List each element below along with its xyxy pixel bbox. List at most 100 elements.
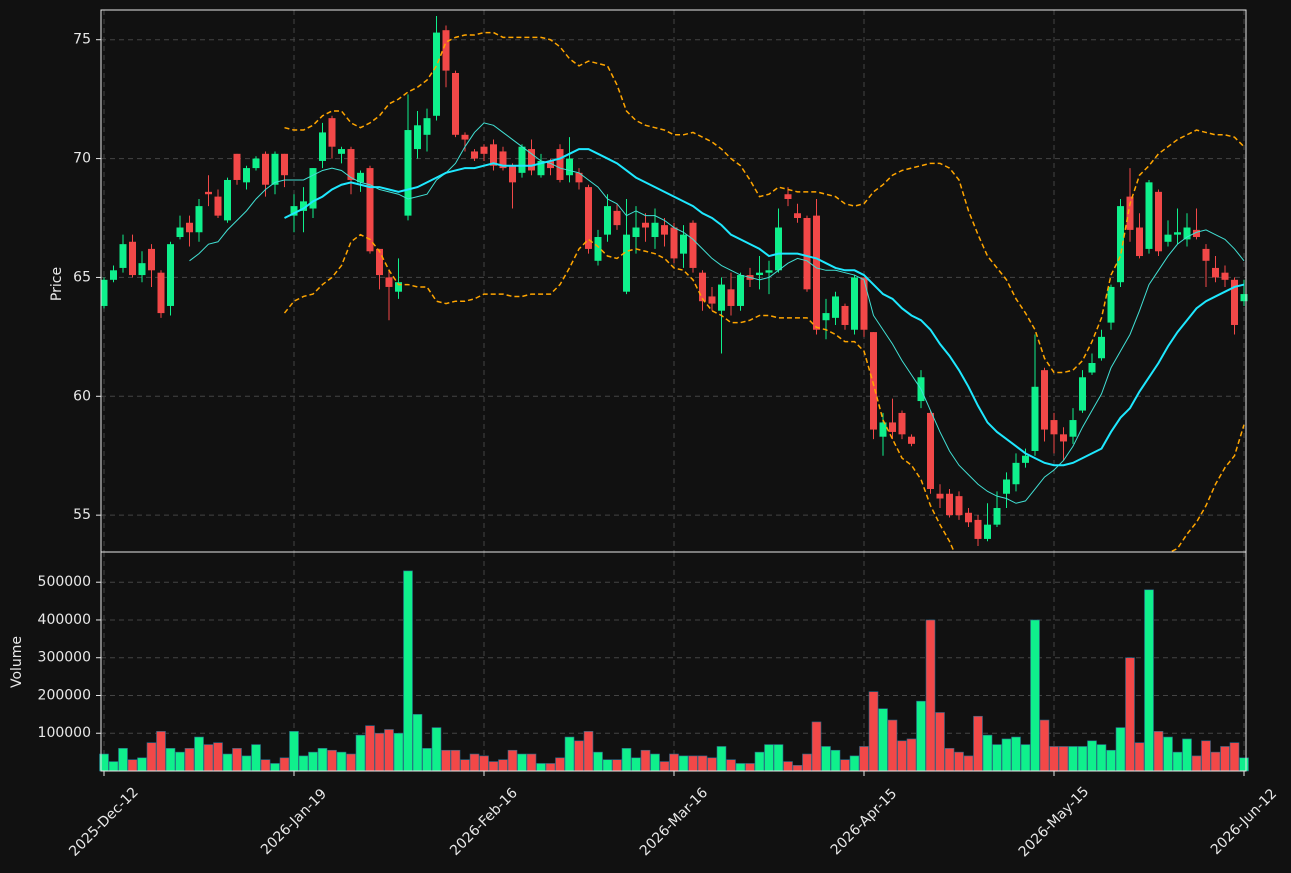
candle-body [1221,272,1229,280]
volume-bar [1039,719,1050,772]
volume-bar [897,740,907,772]
volume-bar [1068,746,1078,772]
volume-bar [944,748,955,772]
volume-bar [327,749,337,772]
candle-body [110,270,117,280]
candle-body [955,496,963,516]
volume-bar [156,731,166,772]
volume-bar [298,755,309,772]
volume-bar [165,748,176,772]
volume-bar [498,759,508,772]
volume-bar [925,619,936,772]
candle-body [252,158,260,169]
candle-body [138,263,146,276]
volume-tick-label: 100000 [38,725,91,741]
candle-body [148,248,155,271]
volume-bar [916,700,926,772]
volume-tick-label: 400000 [38,612,91,628]
volume-bar [384,729,394,772]
volume-bar [317,748,328,772]
volume-bar [469,753,480,772]
candle-body [832,296,839,318]
volume-bar [118,748,128,772]
volume-bar [1182,738,1192,772]
candle-body [889,422,896,432]
volume-bar [232,748,242,772]
volume-bar [792,765,803,772]
volume-bar [992,744,1002,772]
candle-body [404,130,412,216]
volume-bar [640,749,651,772]
candle-body [680,234,687,254]
candle-body [414,125,421,150]
volume-bar [1191,755,1202,772]
volume-bar [754,751,765,772]
candle-body [632,227,640,238]
candle-body [214,196,222,216]
candle-body [518,146,526,173]
candle-body [167,244,174,306]
volume-bar [1163,736,1173,772]
candle-body [433,32,440,116]
volume-bar [175,751,185,772]
volume-bar [479,755,489,772]
volume-bar [963,755,974,772]
candle-body [119,244,127,268]
candle-body [1003,479,1010,494]
candle-body [927,412,934,490]
candle-body [528,149,535,171]
volume-bar [868,691,879,772]
volume-bar [1087,740,1097,772]
volume-bar [1125,657,1135,772]
candle-body [651,222,659,238]
volume-bar [346,753,356,772]
candle-body [1136,227,1143,257]
candle-body [395,282,402,292]
volume-bar [1134,742,1145,772]
candle-body [1069,420,1077,437]
volume-bar [1220,746,1230,772]
volume-bar [137,757,147,772]
candle-body [480,146,488,154]
candle-body [547,160,554,169]
volume-bar [526,753,537,772]
candle-body [803,218,811,290]
volume-bar [830,749,841,772]
y-tick-label: 60 [73,388,91,404]
candle-body [1041,370,1048,430]
volume-bar [621,748,632,772]
candle-body [566,158,573,176]
volume-bar [1229,742,1240,772]
volume-bar [393,732,404,772]
volume-bar [1011,736,1021,772]
candle-body [784,194,792,199]
candle-body [205,191,212,195]
candle-body [243,168,250,183]
volume-bar [707,757,717,772]
candle-body [661,225,668,235]
volume-bar [954,751,964,772]
candle-body [290,206,298,216]
volume-bar [545,763,556,772]
candle-body [1098,336,1105,359]
candle-body [822,313,830,321]
candle-body [271,153,279,185]
y-tick-label: 65 [73,269,91,285]
volume-bar [251,744,261,772]
marks [99,15,1249,772]
price-axis-label: Price [49,267,65,301]
volume-bar [374,732,385,772]
candle-body [281,153,288,176]
candle-body [1183,227,1191,240]
candle-body [1155,191,1162,252]
candle-body [775,227,782,271]
candle-body [537,160,545,176]
candle-body [224,179,231,221]
candle-body [157,272,165,314]
candle-body [1117,206,1124,283]
volume-bar [716,746,727,772]
candle-body [794,213,801,219]
volume-bar [422,748,432,772]
volume-bar [659,761,670,772]
